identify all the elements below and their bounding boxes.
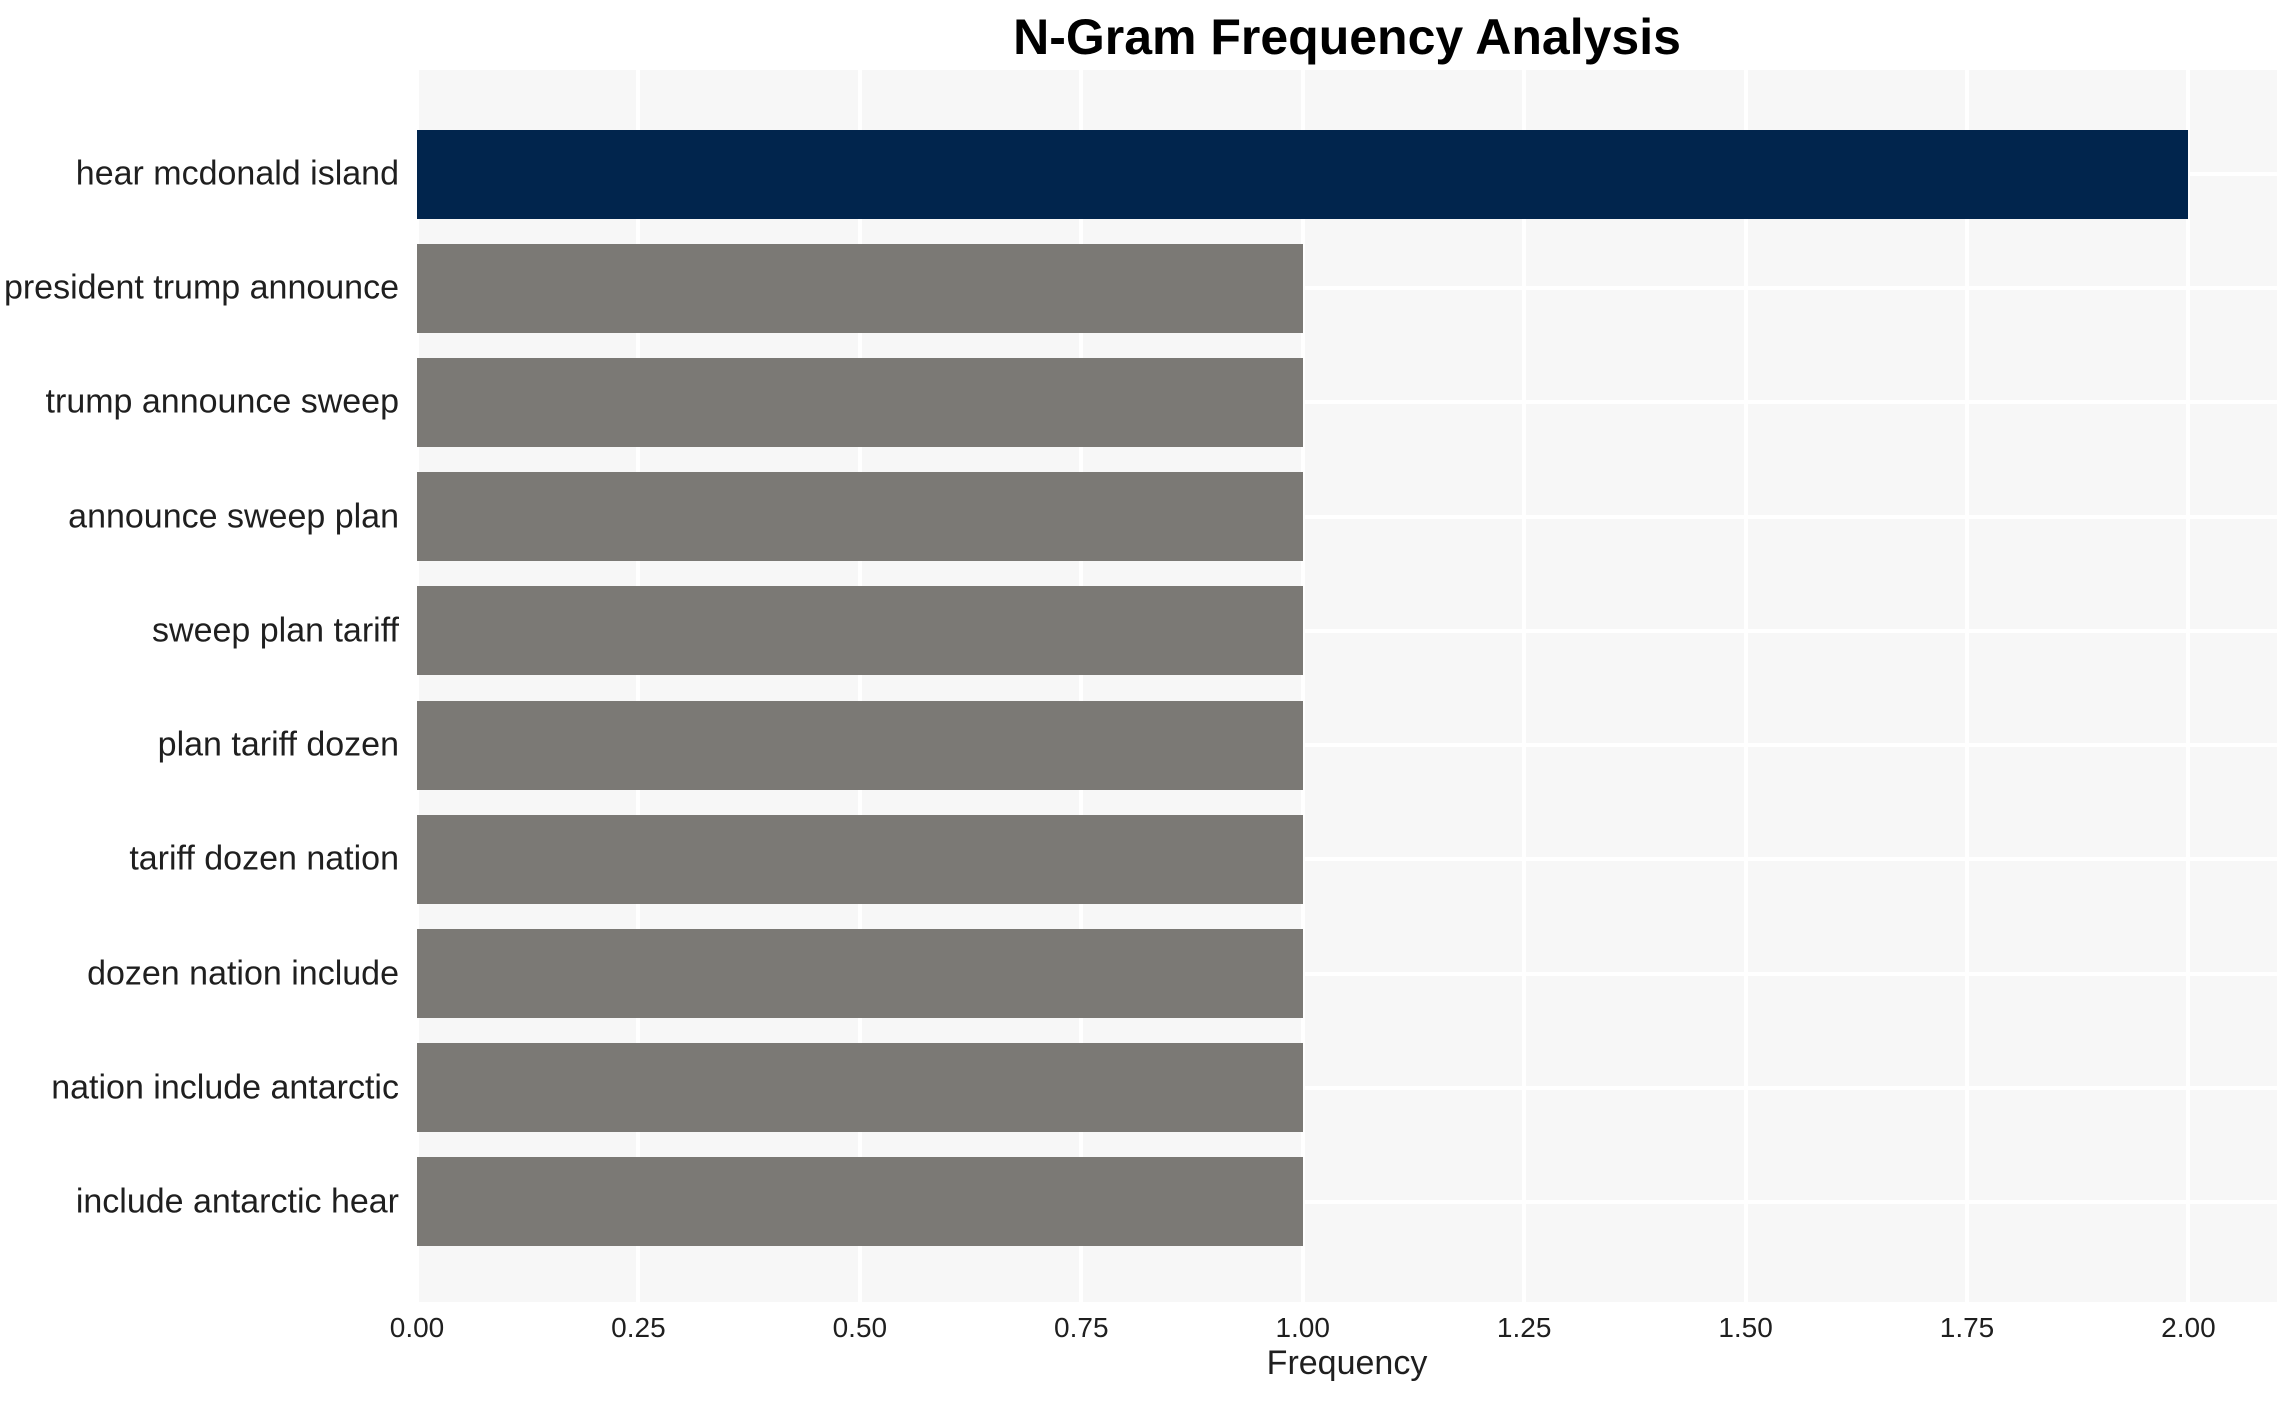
bar-sweep-plan-tariff [417, 586, 1303, 676]
y-gridline [417, 400, 2277, 405]
x-gridline [1522, 70, 1527, 1302]
x-axis-title: Frequency [1266, 1344, 1428, 1382]
bar-dozen-nation-include [417, 929, 1303, 1019]
bar-announce-sweep-plan [417, 472, 1303, 562]
y-gridline [417, 857, 2277, 862]
x-tick-label: 2.00 [2161, 1312, 2216, 1343]
y-gridline [417, 514, 2277, 519]
y-gridline [417, 628, 2277, 633]
y-tick-label: plan tariff dozen [157, 725, 399, 764]
x-gridline [1965, 70, 1969, 1302]
bar-hear-mcdonald-island [417, 129, 2189, 219]
chart-title: N-Gram Frequency Analysis [1013, 9, 1681, 65]
x-gridline [1079, 70, 1084, 1302]
y-tick-label: sweep plan tariff [152, 611, 399, 650]
y-gridline [417, 286, 2277, 291]
x-gridline [636, 70, 641, 1302]
y-gridline [417, 1085, 2277, 1090]
x-tick-label: 0.00 [389, 1312, 445, 1343]
bar-plan-tariff-dozen [417, 700, 1303, 790]
x-tick-label: 0.50 [832, 1312, 888, 1343]
x-tick-label: 1.25 [1496, 1312, 1552, 1343]
x-tick-label: 1.00 [1275, 1312, 1330, 1343]
y-tick-label: nation include antarctic [51, 1068, 399, 1107]
x-tick-label: 0.25 [611, 1312, 666, 1343]
y-tick-label: include antarctic hear [75, 1182, 399, 1221]
y-tick-label: tariff dozen nation [129, 839, 399, 878]
y-tick-label: hear mcdonald island [75, 154, 399, 193]
y-gridline [417, 743, 2277, 748]
bar-president-trump-announce [417, 243, 1303, 333]
plot-area [415, 70, 2277, 1302]
y-gridline [417, 971, 2277, 976]
y-tick-label: dozen nation include [87, 954, 399, 993]
x-gridline [1300, 70, 1305, 1302]
x-gridline [857, 70, 862, 1302]
bar-trump-announce-sweep [417, 357, 1303, 447]
x-tick-label: 0.75 [1054, 1312, 1109, 1343]
x-gridline [415, 70, 419, 1302]
x-gridline [2186, 70, 2191, 1302]
bar-tariff-dozen-nation [417, 814, 1303, 904]
y-gridline [417, 1199, 2277, 1204]
bar-nation-include-antarctic [417, 1043, 1303, 1133]
y-tick-label: trump announce sweep [45, 382, 399, 421]
y-axis-labels: hear mcdonald island president trump anno… [0, 70, 399, 1302]
x-tick-label: 1.75 [1939, 1312, 1995, 1343]
x-gridline [1743, 70, 1748, 1302]
y-tick-label: announce sweep plan [68, 497, 399, 536]
y-tick-label: president trump announce [3, 268, 399, 307]
bar-include-antarctic-hear [417, 1157, 1303, 1247]
x-tick-label: 1.50 [1718, 1312, 1773, 1343]
